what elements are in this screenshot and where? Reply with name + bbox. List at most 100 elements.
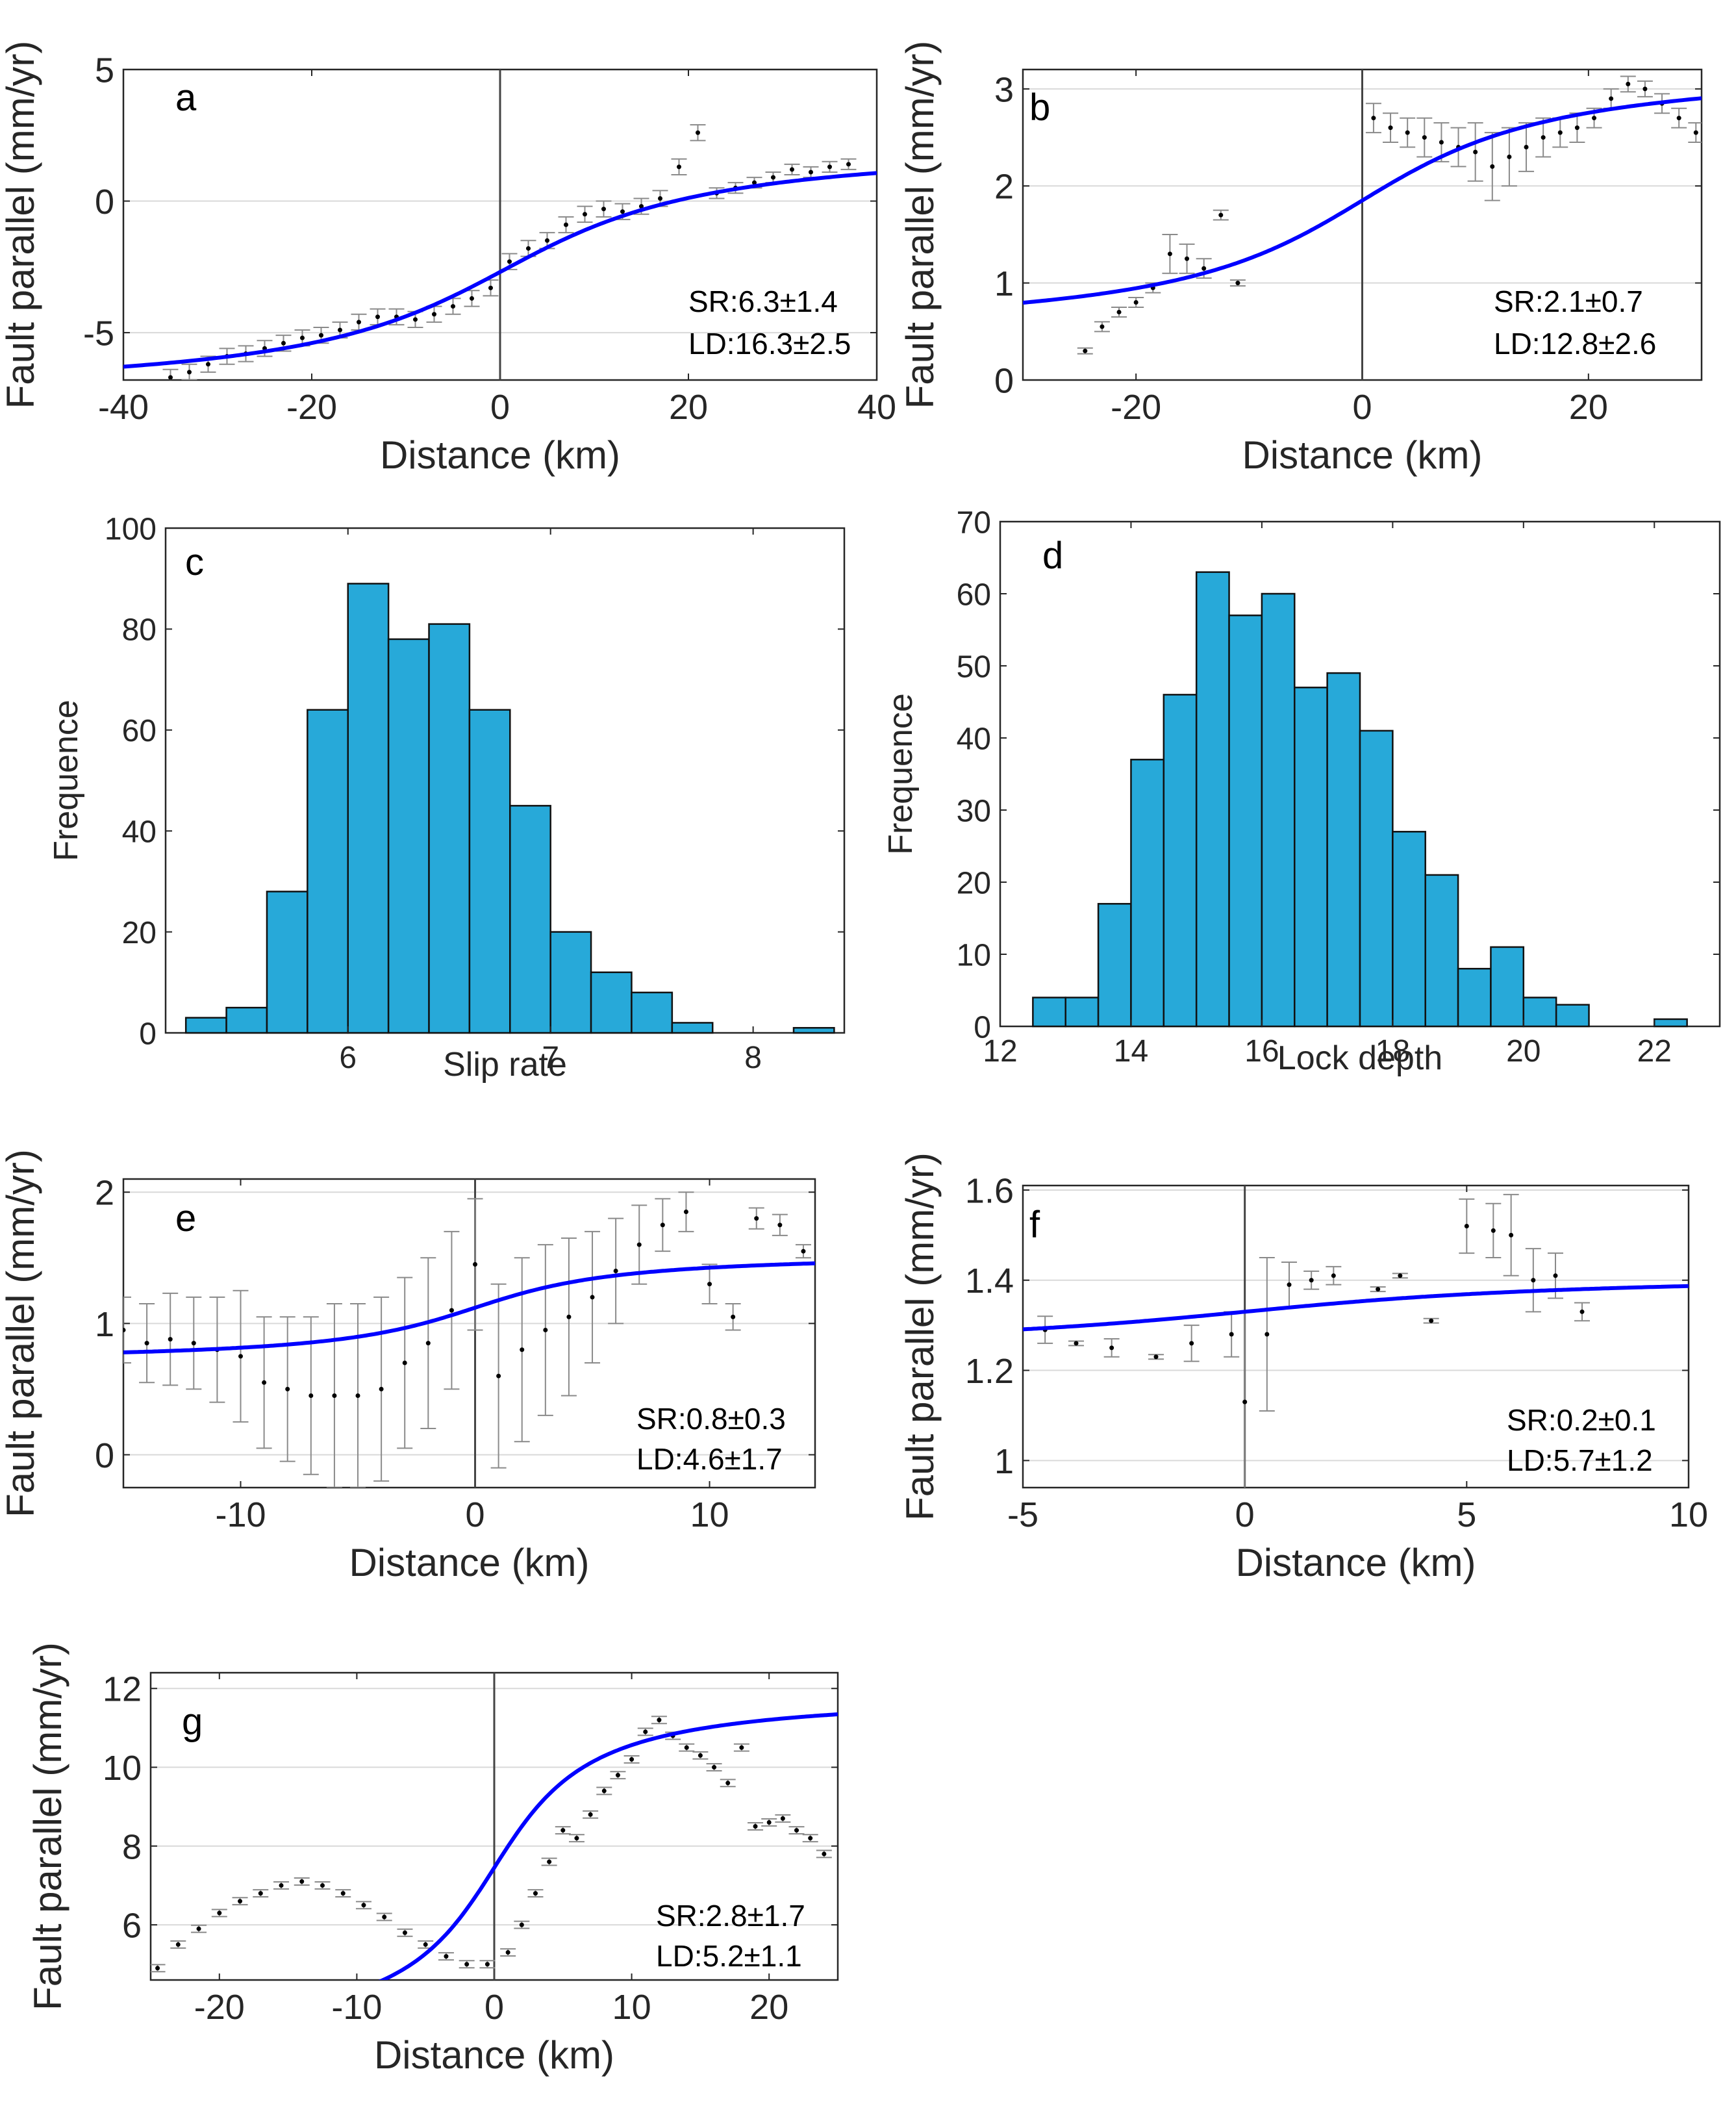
histogram-bar bbox=[387, 638, 430, 1034]
x-tick-label: 10 bbox=[1669, 1495, 1708, 1534]
x-axis-label: Slip rate bbox=[443, 1046, 567, 1084]
y-tick-label: 80 bbox=[122, 613, 157, 648]
histogram-bar bbox=[1064, 996, 1100, 1028]
data-point bbox=[338, 327, 342, 333]
data-point bbox=[355, 1393, 360, 1399]
data-point bbox=[794, 1828, 799, 1833]
x-tick-label: 7 bbox=[542, 1041, 559, 1075]
data-point bbox=[196, 1926, 201, 1931]
data-point bbox=[319, 333, 323, 338]
x-tick-label: -20 bbox=[286, 388, 337, 427]
histogram-bar bbox=[266, 891, 308, 1034]
data-point bbox=[1557, 130, 1563, 135]
axes-frame bbox=[1022, 1184, 1690, 1489]
data-point bbox=[574, 1836, 579, 1841]
x-tick-label: 14 bbox=[1114, 1034, 1148, 1069]
data-point bbox=[1167, 251, 1172, 257]
data-point bbox=[1439, 140, 1444, 145]
y-tick-label: 1.2 bbox=[965, 1352, 1014, 1391]
slip-rate-annotation: SR:2.8±1.7 bbox=[656, 1899, 805, 1933]
data-point bbox=[696, 130, 700, 135]
data-point bbox=[519, 1922, 524, 1927]
data-point bbox=[658, 196, 662, 201]
histogram-bar bbox=[225, 1006, 268, 1034]
panel-e: -10 0 10 0 1 2 Distance (km) Fault parallel (mm… bbox=[0, 1149, 816, 1584]
data-point bbox=[144, 1341, 149, 1346]
data-point bbox=[1235, 281, 1240, 286]
x-tick-label: 6 bbox=[339, 1041, 357, 1075]
histogram-bar bbox=[549, 931, 592, 1034]
data-point bbox=[1531, 1278, 1536, 1283]
histogram-bar bbox=[1032, 996, 1066, 1028]
data-point bbox=[636, 1242, 642, 1247]
data-point bbox=[1405, 130, 1410, 135]
data-point bbox=[771, 175, 775, 180]
data-point bbox=[473, 1262, 478, 1267]
panel-d: 12 14 16 18 20 22 0 10 20 30 40 50 60 70 Lock depth Fre… bbox=[882, 505, 1721, 1077]
data-point bbox=[725, 1781, 731, 1786]
histogram-bar bbox=[671, 1022, 714, 1034]
x-tick-label: -20 bbox=[1111, 388, 1161, 427]
lock-depth-annotation: LD:16.3±2.5 bbox=[688, 327, 851, 361]
data-point bbox=[1398, 1273, 1403, 1278]
data-point bbox=[175, 1942, 181, 1947]
data-point bbox=[379, 1386, 384, 1391]
data-point bbox=[564, 222, 568, 227]
y-tick-label: 20 bbox=[957, 866, 991, 900]
histogram-bar bbox=[1130, 759, 1165, 1028]
data-point bbox=[279, 1883, 284, 1888]
data-point bbox=[731, 1314, 736, 1319]
histogram-bar bbox=[1424, 874, 1459, 1028]
y-tick-label: 100 bbox=[105, 512, 157, 546]
panel-g: -20 -10 0 10 20 6 8 10 12 Distance (km) Fault para… bbox=[26, 1642, 839, 2077]
data-point bbox=[526, 246, 531, 251]
data-point bbox=[1579, 1309, 1585, 1314]
data-point bbox=[684, 1745, 689, 1750]
y-tick-label: 40 bbox=[957, 722, 991, 756]
data-point bbox=[766, 1820, 772, 1825]
data-point bbox=[1524, 145, 1529, 149]
data-point bbox=[1189, 1341, 1194, 1346]
data-point bbox=[707, 1282, 712, 1287]
data-point bbox=[1388, 125, 1393, 131]
data-point bbox=[1100, 324, 1105, 329]
data-point bbox=[488, 285, 493, 290]
panel-letter: e bbox=[175, 1197, 196, 1239]
fit-curve bbox=[1023, 96, 1702, 305]
y-tick-label: 1.6 bbox=[965, 1171, 1014, 1210]
data-point bbox=[545, 238, 549, 243]
lock-depth-annotation: LD:4.6±1.7 bbox=[636, 1442, 783, 1476]
data-point bbox=[402, 1930, 407, 1935]
data-point bbox=[1331, 1273, 1336, 1278]
histogram-bar bbox=[1294, 687, 1328, 1028]
data-point bbox=[413, 317, 418, 322]
data-point bbox=[547, 1859, 552, 1864]
data-point bbox=[1153, 1354, 1159, 1360]
data-point bbox=[444, 1954, 449, 1959]
histogram-bar bbox=[1522, 996, 1557, 1028]
data-point bbox=[698, 1753, 703, 1758]
plot-area bbox=[123, 70, 877, 380]
plot-area bbox=[1023, 1186, 1689, 1488]
data-point bbox=[1371, 116, 1376, 121]
data-point bbox=[432, 312, 436, 317]
y-axis-label: Fault parallel (mm/yr) bbox=[26, 1642, 69, 2011]
data-point bbox=[601, 207, 606, 212]
histogram-bar bbox=[1392, 831, 1426, 1028]
x-tick-label: 18 bbox=[1376, 1034, 1410, 1069]
histogram-bar bbox=[1555, 1004, 1590, 1028]
y-tick-label: 0 bbox=[994, 361, 1014, 400]
data-point bbox=[402, 1360, 407, 1365]
x-axis-label: Lock depth bbox=[1277, 1039, 1442, 1077]
slip-rate-annotation: SR:6.3±1.4 bbox=[688, 285, 838, 318]
x-axis-label: Distance (km) bbox=[1235, 1541, 1476, 1584]
histogram-bar bbox=[590, 971, 633, 1034]
y-tick-label: 0 bbox=[95, 1436, 114, 1475]
data-point bbox=[615, 1773, 620, 1778]
plot-area bbox=[1023, 70, 1702, 380]
histogram-bar bbox=[428, 623, 471, 1034]
data-point bbox=[155, 1966, 160, 1971]
data-point bbox=[1429, 1318, 1434, 1323]
data-point bbox=[206, 362, 210, 367]
